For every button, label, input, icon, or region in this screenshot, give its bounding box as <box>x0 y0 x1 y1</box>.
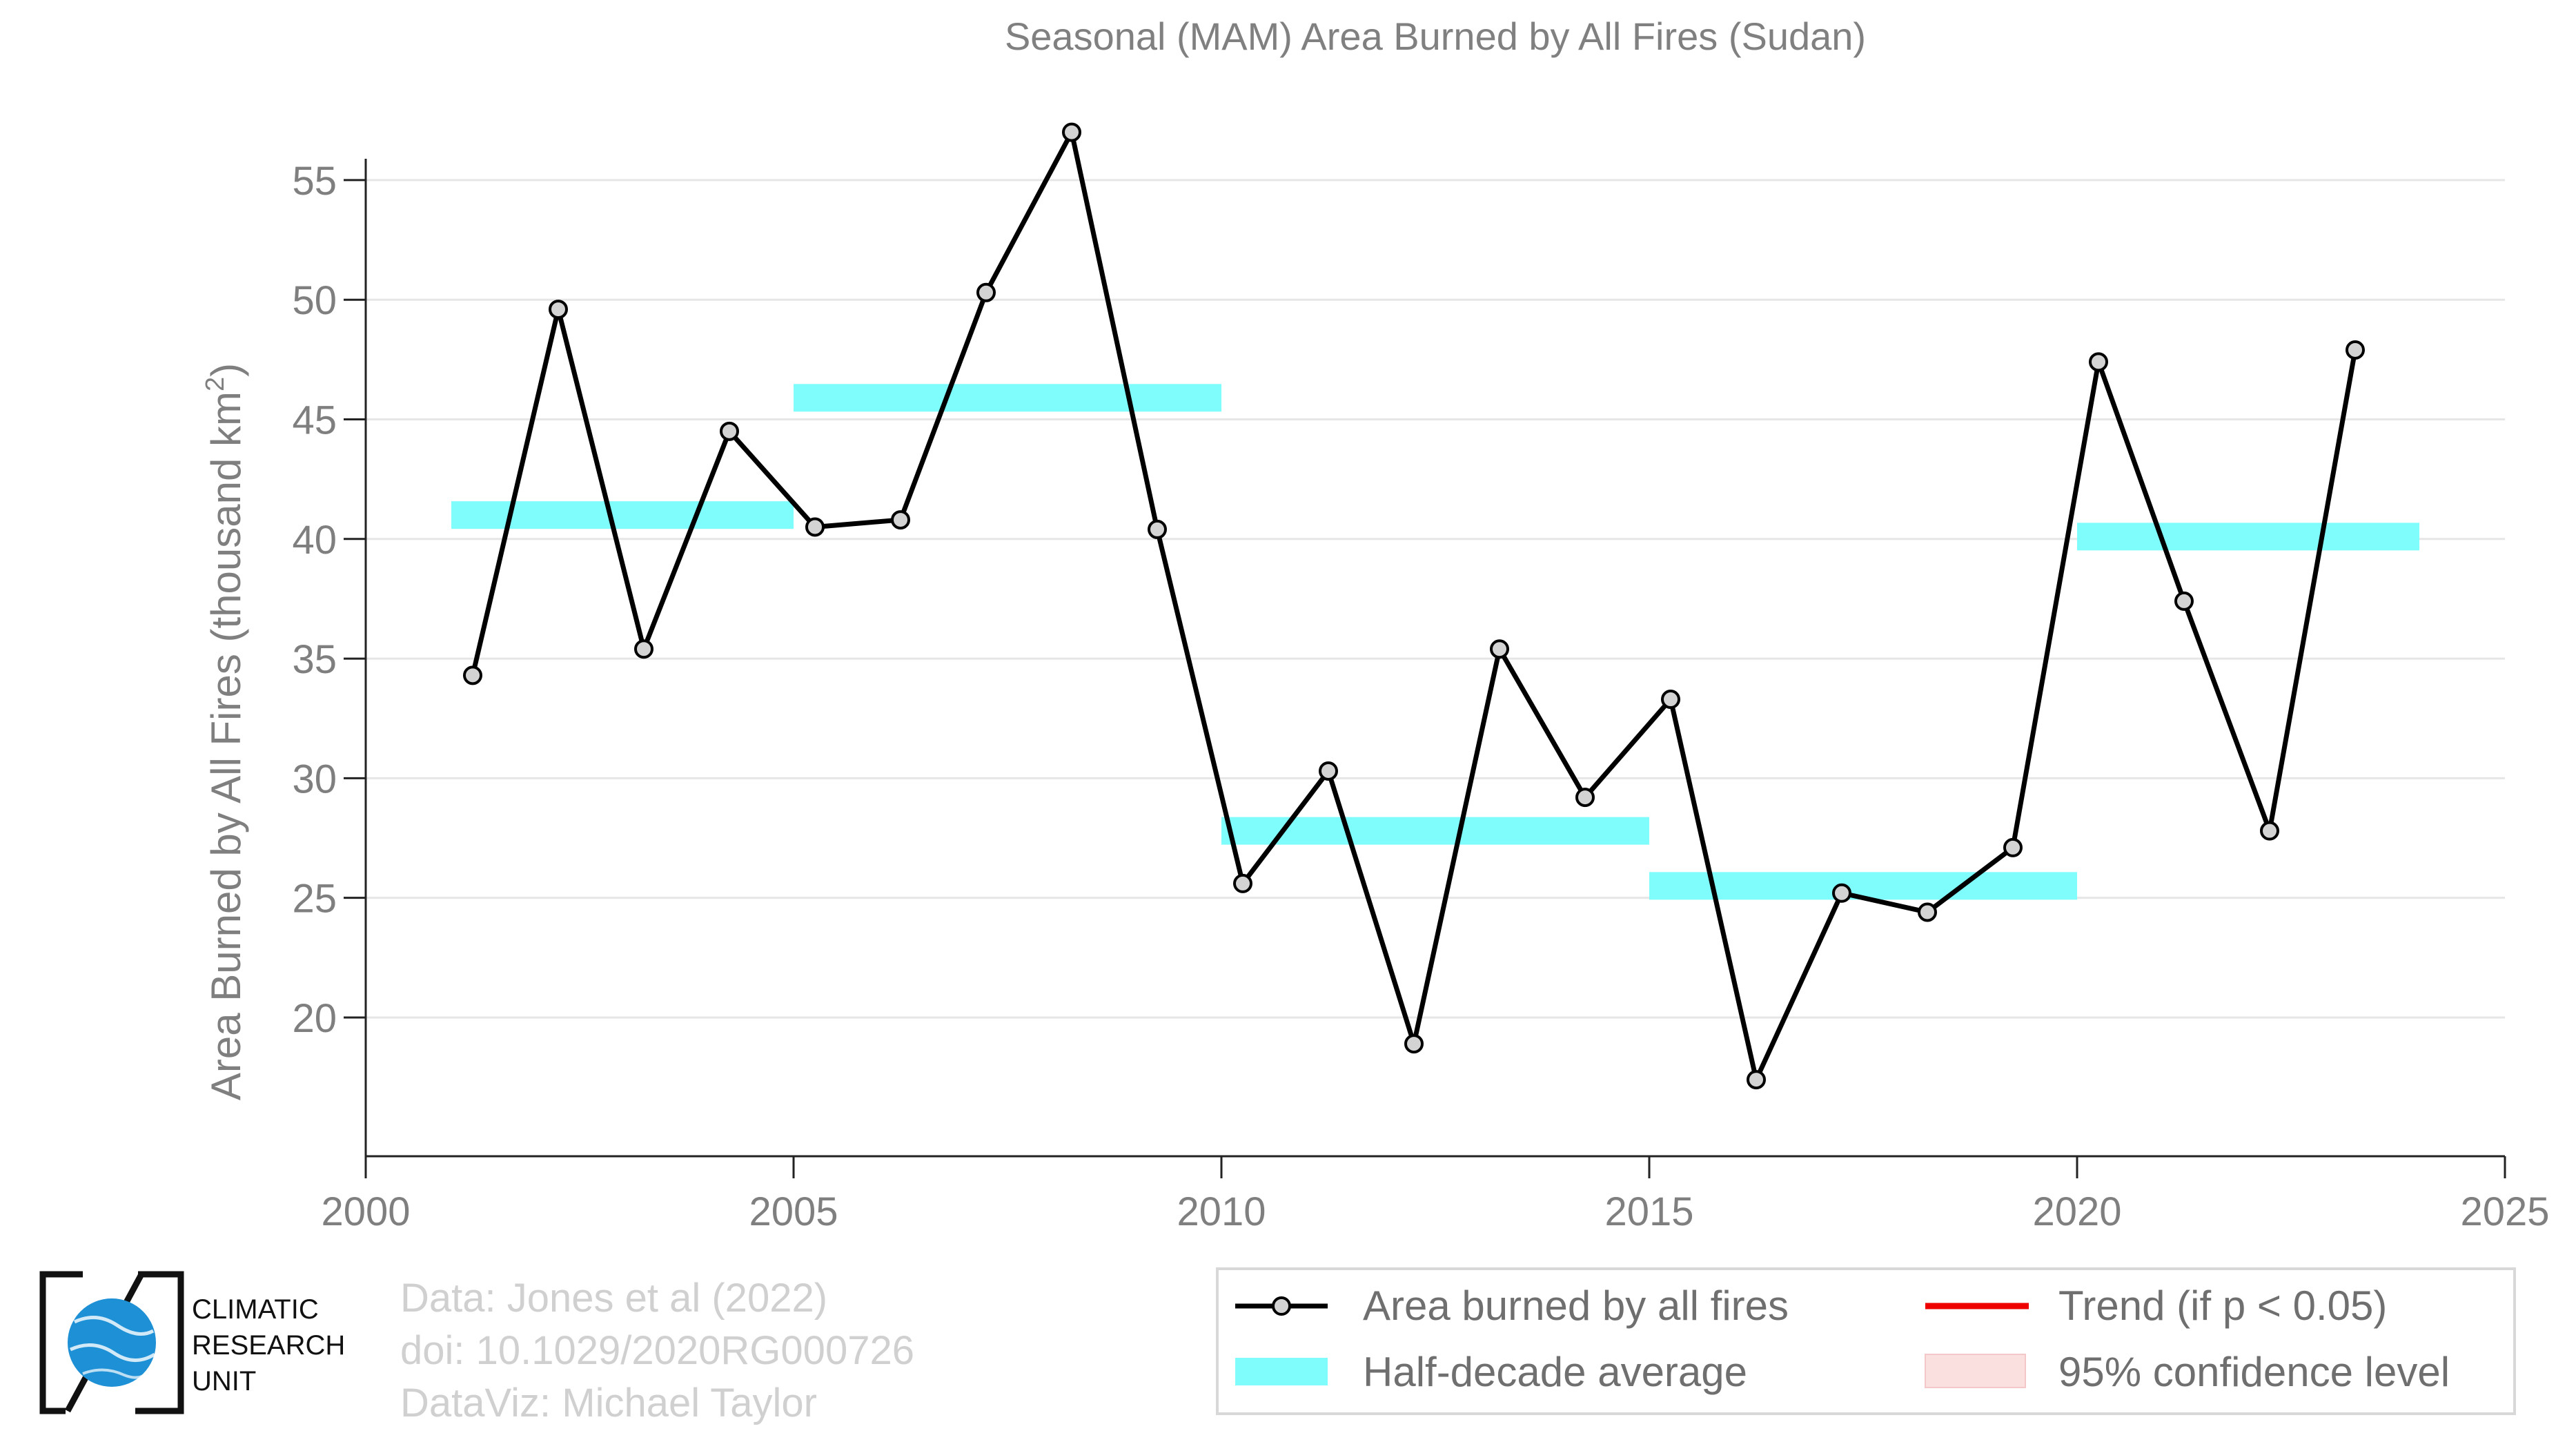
x-tick-label: 2025 <box>2460 1189 2549 1234</box>
legend-series-marker-icon <box>1272 1296 1291 1316</box>
data-point <box>1062 122 1081 142</box>
logo-right-bracket-icon <box>135 1271 184 1414</box>
globe-icon <box>68 1298 156 1387</box>
chart-title: Seasonal (MAM) Area Burned by All Fires … <box>1005 14 1866 58</box>
data-credits: Data: Jones et al (2022) doi: 10.1029/20… <box>400 1276 914 1425</box>
y-tick-label: 30 <box>292 757 337 801</box>
credit-data-source: Data: Jones et al (2022) <box>400 1276 827 1321</box>
data-point <box>2346 340 2365 360</box>
legend-entry-confidence: 95% confidence level <box>1925 1349 2450 1395</box>
series-line <box>470 130 2358 1082</box>
y-tick-label: 45 <box>292 398 337 443</box>
logo-text-unit: UNIT <box>192 1366 256 1396</box>
y-axis-label: Area Burned by All Fires (thousand km2) <box>201 363 249 1100</box>
y-axis-label-close: ) <box>203 363 249 377</box>
legend-entry-series: Area burned by all fires <box>1235 1283 1789 1329</box>
legend-confidence-swatch-icon <box>1925 1354 2026 1388</box>
half-decade-average-bar <box>2077 523 2419 551</box>
data-point <box>1575 788 1595 808</box>
legend: Area burned by all fires Trend (if p < 0… <box>1216 1267 2516 1415</box>
y-tick-label: 20 <box>292 996 337 1041</box>
legend-frame <box>1216 1267 2516 1415</box>
logo-left-bracket-icon <box>39 1271 83 1414</box>
legend-entry-trend: Trend (if p < 0.05) <box>1925 1283 2387 1329</box>
half-decade-averages <box>451 384 2419 900</box>
data-point <box>2003 837 2023 857</box>
x-tick-label: 2000 <box>321 1189 410 1234</box>
x-tick-label: 2010 <box>1177 1189 1266 1234</box>
series-markers <box>463 122 2365 1090</box>
data-point <box>1490 639 1509 659</box>
data-point <box>891 510 910 530</box>
x-tick-label: 2020 <box>2032 1189 2121 1234</box>
data-point <box>463 665 482 685</box>
half-decade-average-bar <box>794 384 1221 412</box>
cru-logo: CLIMATIC RESEARCH UNIT <box>39 1271 345 1414</box>
logo-text-climatic: CLIMATIC <box>192 1294 319 1325</box>
data-point <box>720 421 739 441</box>
data-point <box>634 639 653 659</box>
legend-half-decade-swatch-icon <box>1235 1358 1328 1385</box>
globe-swirl-icon <box>69 1343 156 1362</box>
data-point <box>2089 352 2108 372</box>
x-tick-label: 2015 <box>1604 1189 1693 1234</box>
legend-label-confidence: 95% confidence level <box>2058 1349 2450 1395</box>
legend-label-trend: Trend (if p < 0.05) <box>2058 1283 2387 1329</box>
data-point <box>1747 1070 1766 1090</box>
data-point <box>1148 519 1167 539</box>
y-tick-label: 55 <box>292 159 337 204</box>
data-point <box>1319 761 1338 781</box>
half-decade-average-bar <box>451 501 794 529</box>
data-point <box>1233 873 1252 893</box>
y-tick-label: 40 <box>292 518 337 563</box>
half-decade-average-bar <box>1649 872 2077 900</box>
data-point <box>2174 591 2194 611</box>
credit-doi: doi: 10.1029/2020RG000726 <box>400 1328 914 1373</box>
y-tick-label: 25 <box>292 877 337 922</box>
data-point <box>805 517 825 537</box>
legend-label-half-decade: Half-decade average <box>1363 1349 1747 1395</box>
data-point <box>1918 902 1937 922</box>
grid-lines <box>366 179 2505 1019</box>
data-point <box>2260 821 2279 841</box>
data-point <box>1404 1034 1424 1054</box>
data-point <box>1832 883 1851 903</box>
logo-text-research: RESEARCH <box>192 1330 345 1361</box>
legend-label-series: Area burned by all fires <box>1363 1283 1789 1329</box>
series-line-path <box>470 130 2358 1082</box>
y-tick-label: 35 <box>292 637 337 682</box>
globe-swirl-icon <box>82 1368 148 1379</box>
y-tick-label: 50 <box>292 278 337 323</box>
data-point <box>1661 690 1680 710</box>
data-point <box>976 282 996 302</box>
y-axis-label-main: Area Burned by All Fires (thousand km <box>203 391 249 1100</box>
globe-swirl-icon <box>73 1316 155 1336</box>
credit-dataviz: DataViz: Michael Taylor <box>400 1381 817 1425</box>
x-tick-label: 2005 <box>749 1189 838 1234</box>
y-axis-label-superscript: 2 <box>201 377 230 391</box>
legend-entry-half-decade: Half-decade average <box>1235 1349 1747 1395</box>
data-point <box>549 300 568 320</box>
